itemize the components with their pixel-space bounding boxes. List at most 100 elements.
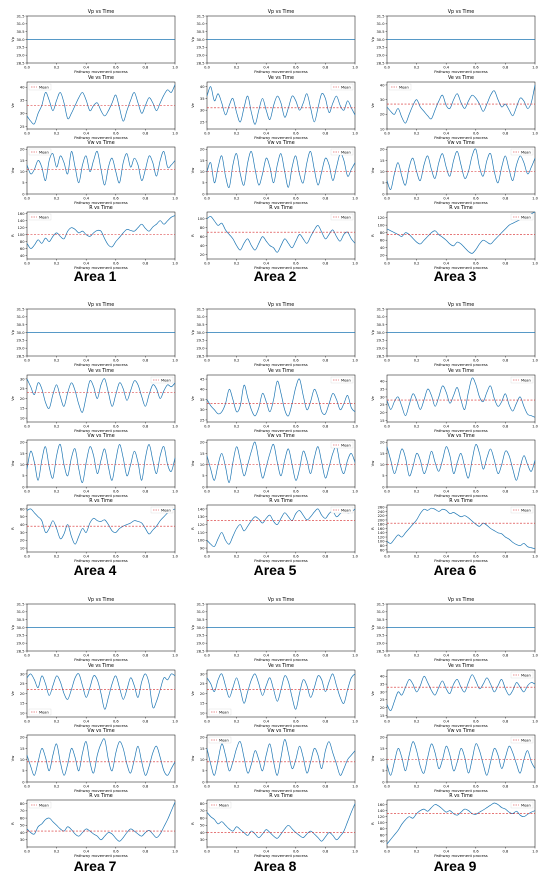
series-line [386,377,536,418]
y-tick-label: 28.5 [376,649,384,653]
y-tick-label: 31.0 [376,610,385,614]
x-tick-label: 1.0 [172,197,178,201]
legend-box [28,83,52,91]
panel-title: Ve vs Time [448,663,474,669]
axes-frame [206,799,356,848]
x-tick-label: 0.2 [234,262,240,266]
panel-title: Vw vs Time [267,140,294,146]
y-axis-label: Ve [370,103,375,108]
y-tick-label: 5 [22,181,24,185]
series-line [26,378,176,413]
x-tick-label: 0.4 [443,555,449,559]
x-axis-label: Pathway movement process [254,200,308,205]
y-tick-label: 140 [378,809,386,813]
legend-mean-label: Mean [219,803,229,807]
y-tick-label: 10 [200,463,205,467]
legend-box [208,736,232,744]
x-tick-label: 0.6 [113,66,119,70]
y-tick-label: 31.0 [16,610,25,614]
axes-frame [26,146,176,195]
y-tick-label: 120 [378,815,386,819]
series-line [386,444,536,481]
legend: Mean [510,148,534,156]
panel-title: Vw vs Time [87,140,114,146]
y-tick-label: 70 [200,809,205,813]
legend: Mean [208,801,232,809]
x-tick-label: 0.4 [83,66,89,70]
y-tick-label: 0 [202,780,205,784]
x-axis-label: Pathway movement process [74,493,128,498]
y-tick-label: 20 [380,736,385,740]
axes-frame [26,504,176,553]
legend-box [330,148,354,156]
x-tick-label: 0.4 [83,262,89,266]
legend-mean-label: Mean [521,738,531,742]
x-tick-label: 0.0 [384,132,390,136]
y-tick-label: 120 [18,226,26,230]
x-tick-label: 0.8 [323,555,329,559]
series-line [386,84,536,124]
x-tick-label: 0.2 [54,720,60,724]
legend-box [208,708,232,716]
x-tick-label: 1.0 [352,785,358,789]
y-tick-label: 20 [380,441,385,445]
y-tick-label: 25 [200,418,205,422]
y-tick-label: 60 [200,816,205,820]
x-tick-label: 0.0 [204,359,210,363]
legend-box [150,506,174,514]
y-axis-label: Vp [370,624,375,630]
y-tick-label: 31.5 [376,602,384,606]
x-tick-label: 0.8 [323,720,329,724]
x-tick-label: 0.4 [443,654,449,658]
panel-r-5: R vs Time 90 100 110 120 130 140 0.0 0.2 0.4 0.6 0.… [190,498,359,563]
y-tick-label: 15 [20,702,25,706]
x-tick-label: 1.0 [352,132,358,136]
x-tick-label: 0.0 [24,425,30,429]
y-tick-label: 20 [380,254,385,258]
x-tick-label: 0.8 [503,66,509,70]
y-tick-label: 20 [380,706,385,710]
x-axis-label: Pathway movement process [254,723,308,728]
area-group-1: Vp vs Time 28.5 29.0 29.5 30.0 30.5 31.0 31.5 0.… [10,9,179,270]
area-label-2: Area 2 [253,268,297,284]
x-tick-label: 0.6 [473,785,479,789]
axes-frame [386,799,536,848]
legend-mean-label: Mean [39,150,49,154]
legend-mean-label: Mean [341,443,351,447]
x-tick-label: 0.4 [443,490,449,494]
y-tick-label: 28.5 [16,649,24,653]
x-tick-label: 0.4 [263,850,269,854]
y-tick-label: 31.5 [196,14,204,18]
x-axis-label: Pathway movement process [74,558,128,563]
legend: Mean [28,708,52,716]
area-label-7: Area 7 [73,858,117,874]
axes-frame [206,211,356,260]
x-tick-label: 0.8 [323,850,329,854]
x-tick-label: 0.0 [204,66,210,70]
y-tick-label: 80 [380,231,385,235]
x-tick-label: 0.0 [384,425,390,429]
x-tick-label: 0.2 [54,262,60,266]
y-tick-label: 10 [20,758,25,762]
y-tick-label: 0 [22,192,25,196]
panel-r-9: R vs Time 40 60 80 100 120 140 160 0.0 0.2 0.4 0.6 0… [370,793,539,858]
x-tick-label: 1.0 [172,359,178,363]
x-tick-label: 0.2 [54,197,60,201]
x-tick-label: 0.6 [113,490,119,494]
x-tick-label: 0.6 [113,359,119,363]
legend-box [510,148,534,156]
y-tick-label: 30.0 [16,626,25,630]
y-tick-label: 25 [20,125,25,129]
x-tick-label: 0.2 [54,785,60,789]
panel-title: Vw vs Time [447,433,474,439]
legend-mean-label: Mean [341,215,351,219]
x-tick-label: 0.8 [143,720,149,724]
y-tick-label: 25 [200,120,205,124]
y-tick-label: 0 [22,780,25,784]
x-tick-label: 0.2 [414,490,420,494]
series-line [386,148,536,190]
legend: Mean [510,671,534,679]
x-tick-label: 0.4 [443,132,449,136]
panel-title: Vp vs Time [448,302,475,308]
